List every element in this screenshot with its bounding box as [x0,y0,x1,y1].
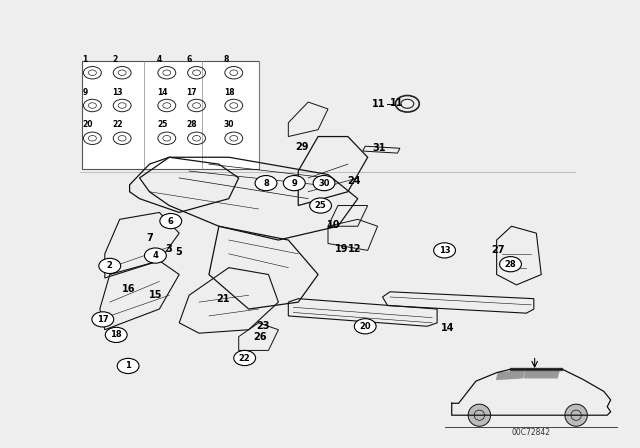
Polygon shape [497,371,524,379]
Text: 9: 9 [83,87,88,96]
Text: 8: 8 [224,55,229,64]
Text: 19: 19 [335,244,349,254]
Text: 20: 20 [83,121,93,129]
Text: 10: 10 [327,220,340,229]
Text: 17: 17 [187,87,197,96]
Text: 21: 21 [216,294,230,304]
Text: 18: 18 [224,87,234,96]
Text: 25: 25 [315,201,326,210]
Circle shape [234,350,255,366]
Text: 3: 3 [165,244,172,254]
Text: 29: 29 [295,142,308,152]
Text: 12: 12 [348,244,361,254]
Circle shape [355,319,376,334]
Circle shape [468,404,491,426]
Text: 8: 8 [263,179,269,188]
Text: 27: 27 [492,246,505,255]
Text: 1: 1 [83,55,88,64]
Text: 00C72842: 00C72842 [512,428,550,437]
Text: 18: 18 [110,331,122,340]
Text: 4: 4 [152,251,158,260]
Circle shape [92,312,114,327]
Circle shape [434,243,456,258]
Text: 22: 22 [112,121,123,129]
Circle shape [117,358,139,374]
Text: 20: 20 [360,322,371,331]
Text: 24: 24 [347,177,360,186]
Text: 7: 7 [146,233,153,243]
Text: 26: 26 [253,332,267,342]
Text: 22: 22 [239,353,250,362]
Circle shape [106,327,127,342]
Text: 15: 15 [149,290,163,300]
Text: 6: 6 [168,216,173,225]
Text: 5: 5 [175,247,182,257]
Text: 4: 4 [157,55,162,64]
Text: 13: 13 [439,246,451,255]
Circle shape [145,248,166,263]
Circle shape [500,257,522,272]
Text: 11: 11 [372,99,385,109]
Circle shape [99,258,121,273]
Polygon shape [511,368,563,370]
Text: 6: 6 [187,55,192,64]
Circle shape [310,198,332,213]
Text: 17: 17 [97,315,109,324]
Text: 30: 30 [318,179,330,188]
Circle shape [284,176,305,191]
Circle shape [313,176,335,191]
FancyBboxPatch shape [83,60,259,169]
Polygon shape [524,371,559,378]
Text: 13: 13 [112,87,123,96]
Text: 14: 14 [442,323,455,333]
Circle shape [565,404,588,426]
Text: 1: 1 [125,362,131,370]
Text: 2: 2 [112,55,118,64]
Text: 25: 25 [157,121,167,129]
Text: 30: 30 [224,121,234,129]
Text: 2: 2 [107,262,113,271]
Text: 31: 31 [372,142,386,153]
Text: 23: 23 [256,321,269,331]
Text: 28: 28 [505,260,516,269]
Text: 9: 9 [291,179,297,188]
Text: 11: 11 [390,98,403,108]
Circle shape [255,176,277,191]
Text: 14: 14 [157,87,168,96]
Circle shape [160,214,182,228]
Text: 16: 16 [122,284,135,294]
Text: 28: 28 [187,121,197,129]
